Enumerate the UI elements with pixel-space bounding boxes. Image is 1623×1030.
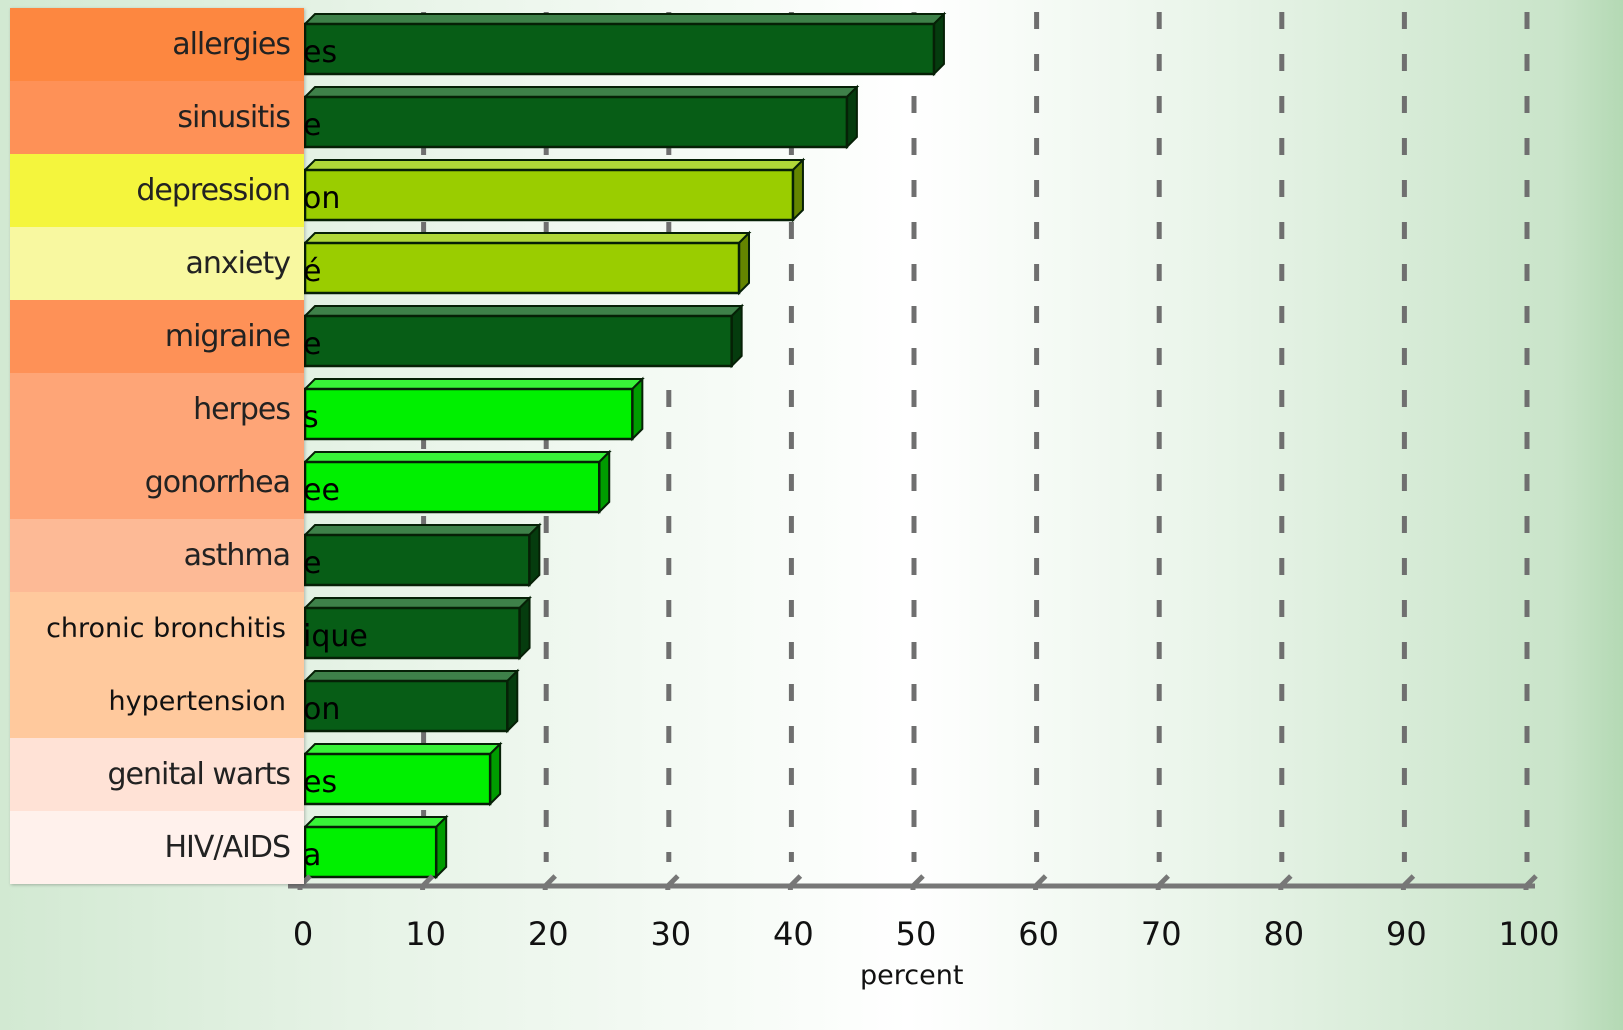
bar-front-5 (303, 387, 634, 441)
bar-front-11 (303, 825, 438, 879)
category-label-3: anxiety (10, 227, 304, 300)
category-label-10: genital warts (10, 738, 304, 811)
category-label-6: gonorrhea (10, 446, 304, 519)
bar-hidden-label-11: a (303, 838, 321, 873)
x-tick-0 (297, 874, 312, 890)
bar-hidden-label-7: e (303, 546, 321, 581)
x-axis-title: percent (860, 960, 964, 991)
x-tick-label-10: 10 (405, 915, 446, 953)
bar-hidden-label-8: ique (303, 619, 368, 654)
x-tick-50 (910, 874, 925, 890)
bar-side-4 (730, 303, 743, 369)
bar-side-11 (435, 814, 448, 880)
x-tick-20 (542, 874, 557, 890)
x-tick-label-60: 60 (1018, 915, 1059, 953)
x-tick-label-100: 100 (1498, 915, 1559, 953)
bar-top-10 (302, 743, 503, 755)
category-label-5: herpes (10, 373, 304, 446)
bar-front-2 (303, 168, 795, 222)
bar-11: a (302, 814, 449, 880)
bar-top-0 (302, 13, 947, 25)
bar-side-6 (598, 449, 611, 515)
bar-hidden-label-10: es (303, 765, 337, 800)
bar-top-5 (302, 378, 645, 390)
bar-hidden-label-0: es (303, 35, 337, 70)
bar-side-5 (631, 376, 644, 442)
bar-0: es (302, 11, 947, 77)
bar-3: é (302, 230, 752, 296)
bar-hidden-label-1: e (303, 108, 321, 143)
bar-2: on (302, 157, 806, 223)
x-tick-10 (420, 874, 435, 890)
bar-front-7 (303, 533, 531, 587)
bar-hidden-label-2: on (303, 181, 340, 216)
bar-front-1 (303, 95, 849, 149)
bar-top-9 (302, 670, 520, 682)
bar-4: e (302, 303, 745, 369)
x-tick-label-30: 30 (650, 915, 691, 953)
category-label-7: asthma (10, 519, 304, 592)
x-tick-label-0: 0 (293, 915, 313, 953)
bar-top-7 (302, 524, 542, 536)
x-tick-80 (1278, 874, 1293, 890)
bar-hidden-label-5: s (303, 400, 319, 435)
bar-8: ique (302, 595, 532, 661)
bar-hidden-label-3: é (303, 254, 321, 289)
x-tick-30 (665, 874, 680, 890)
category-label-11: HIV/AIDS (10, 811, 304, 884)
bar-side-1 (845, 84, 858, 150)
bar-top-4 (302, 305, 745, 317)
category-label-9: hypertension (10, 665, 304, 738)
bar-top-3 (302, 232, 752, 244)
bar-hidden-label-6: ee (303, 473, 340, 508)
bar-9: on (302, 668, 520, 734)
bar-front-9 (303, 679, 509, 733)
x-tick-label-80: 80 (1263, 915, 1304, 953)
bar-side-8 (518, 595, 531, 661)
bar-7: e (302, 522, 542, 588)
x-tick-label-20: 20 (528, 915, 569, 953)
category-label-1: sinusitis (10, 81, 304, 154)
x-tick-label-70: 70 (1141, 915, 1182, 953)
category-label-2: depression (10, 154, 304, 227)
x-tick-label-90: 90 (1386, 915, 1427, 953)
bar-top-6 (302, 451, 612, 463)
bar-hidden-label-9: on (303, 692, 340, 727)
bar-hidden-label-4: e (303, 327, 321, 362)
category-label-4: migraine (10, 300, 304, 373)
bar-top-1 (302, 86, 860, 98)
bar-side-0 (932, 11, 945, 77)
bar-top-8 (302, 597, 532, 609)
bar-side-7 (528, 522, 541, 588)
bar-front-6 (303, 460, 601, 514)
bar-front-10 (303, 752, 492, 806)
bar-6: ee (302, 449, 612, 515)
category-label-panel: allergies sinusitis depression anxiety migra… (10, 8, 304, 884)
x-tick-90 (1400, 874, 1416, 890)
bar-1: e (302, 84, 860, 150)
bar-side-9 (506, 668, 519, 734)
bar-10: es (302, 741, 503, 807)
x-tick-60 (1033, 874, 1048, 890)
bar-top-11 (302, 816, 449, 828)
x-tick-label-50: 50 (896, 915, 937, 953)
bar-front-0 (303, 22, 936, 76)
x-tick-70 (1155, 874, 1170, 890)
bar-top-2 (302, 159, 806, 171)
bar-side-2 (791, 157, 804, 223)
x-tick-40 (787, 874, 803, 890)
bar-5: s (302, 376, 645, 442)
category-label-8: chronic bronchitis (10, 592, 304, 665)
x-tick-100 (1523, 874, 1538, 890)
bar-front-4 (303, 314, 733, 368)
bar-side-3 (738, 230, 751, 296)
x-axis: 0 10 20 30 40 50 60 70 80 90 100 (288, 874, 1560, 953)
bar-front-8 (303, 606, 521, 660)
bar-side-10 (489, 741, 502, 807)
x-tick-label-40: 40 (773, 915, 814, 953)
category-label-0: allergies (10, 8, 304, 81)
bar-front-3 (303, 241, 741, 295)
